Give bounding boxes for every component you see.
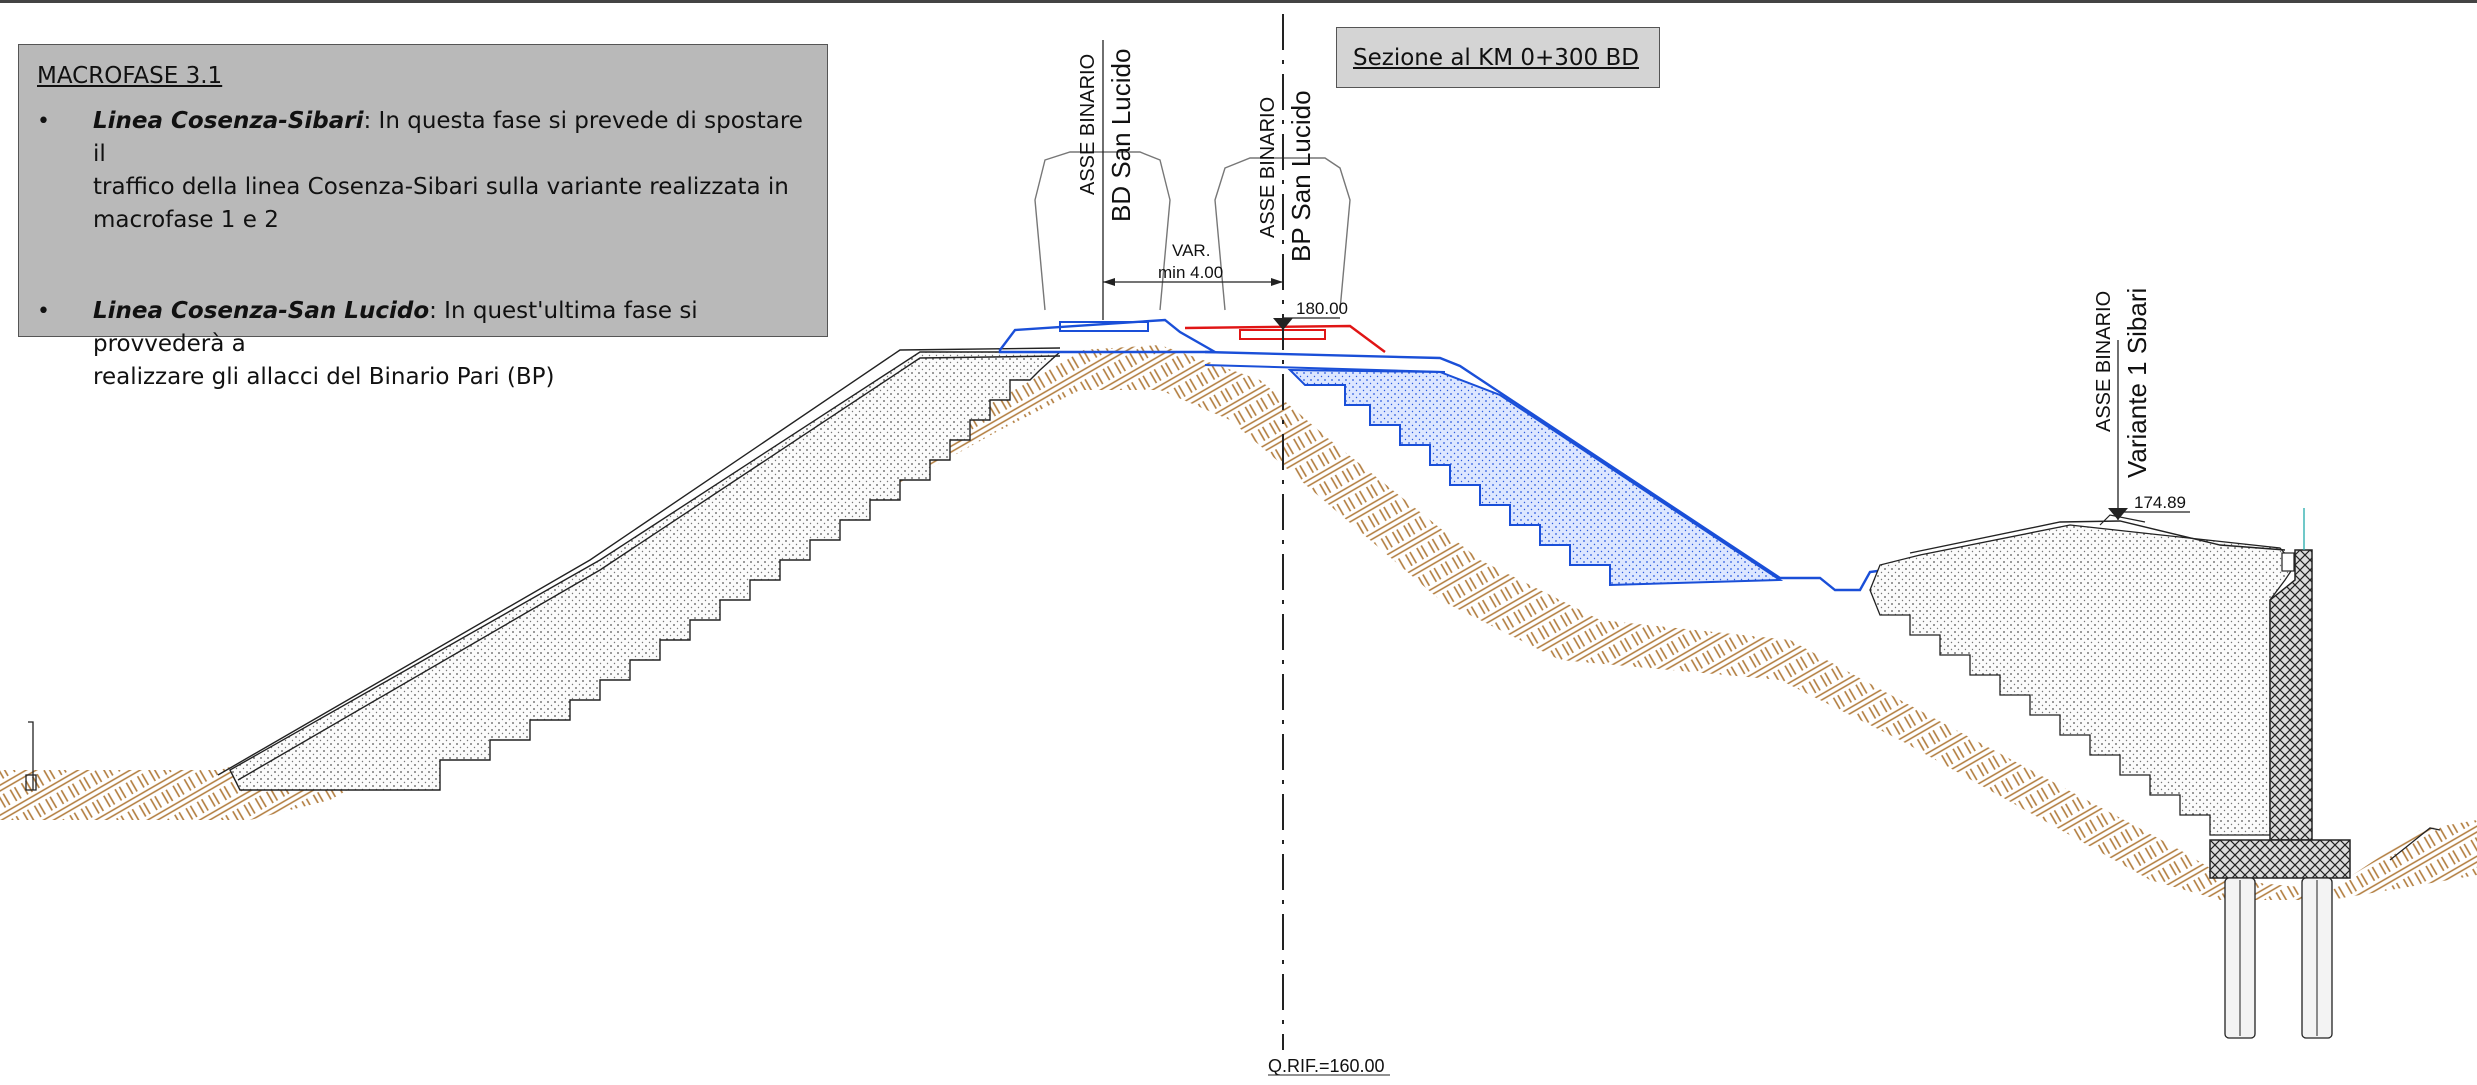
note-item: • Linea Cosenza-San Lucido: In quest'ult… <box>37 295 809 394</box>
left-embankment-fill <box>229 351 1062 791</box>
note-line-name: Linea Cosenza-San Lucido <box>93 298 430 324</box>
wall-footing <box>2209 839 2351 879</box>
dimension-var-label: VAR. <box>1172 241 1210 260</box>
new-platform-blue <box>1204 350 1901 592</box>
new-embankment-fill <box>1287 368 1784 587</box>
reference-level-label: Q.RIF.=160.00 <box>1268 1056 1385 1076</box>
note-text: Linea Cosenza-Sibari: In questa fase si … <box>93 108 803 233</box>
foundation-piles <box>2224 877 2333 1039</box>
section-label: Sezione al KM 0+300 BD <box>1353 44 1639 71</box>
bullet-icon: • <box>37 109 50 134</box>
bd-track-bed <box>998 318 1220 354</box>
dimension-min-label: min 4.00 <box>1158 263 1223 282</box>
right-embankment-fill <box>1869 524 2296 836</box>
bp-demolition-bed <box>1184 324 1386 353</box>
bp-train-gauge <box>1214 157 1351 311</box>
note-line-name: Linea Cosenza-Sibari <box>93 108 364 134</box>
left-edge-post <box>25 721 37 791</box>
bp-elevation-marker <box>1273 318 1293 330</box>
bd-sleeper <box>1059 321 1149 332</box>
phase-title: MACROFASE 3.1 <box>37 63 223 89</box>
note-item: • Linea Cosenza-Sibari: In questa fase s… <box>37 105 809 237</box>
bp-axis-label-2: BP San Lucido <box>1286 90 1316 262</box>
drawing-frame-top <box>0 0 2477 3</box>
bullet-icon: • <box>37 299 50 324</box>
bp-axis-label-1: ASSE BINARIO <box>1257 97 1279 238</box>
phase-notes-box: MACROFASE 3.1 • Linea Cosenza-Sibari: In… <box>18 44 828 390</box>
bd-axis-label-1: ASSE BINARIO <box>1077 54 1099 195</box>
sibari-axis-label-2: Variante 1 Sibari <box>2122 288 2152 478</box>
retaining-wall <box>2269 549 2313 841</box>
section-label-box: Sezione al KM 0+300 BD <box>1336 27 1660 88</box>
sibari-axis-label-1: ASSE BINARIO <box>2093 291 2115 432</box>
new-platform-blue-inner <box>1204 364 1446 373</box>
bp-elevation-label: 180.00 <box>1296 299 1348 318</box>
note-text: Linea Cosenza-San Lucido: In quest'ultim… <box>93 298 698 390</box>
bd-axis-label-2: BD San Lucido <box>1106 49 1136 222</box>
right-ballast-mound <box>1909 520 2286 554</box>
bd-train-gauge <box>1034 151 1171 311</box>
sibari-elevation-label: 174.89 <box>2134 493 2186 512</box>
left-slope-outline <box>217 347 1061 781</box>
